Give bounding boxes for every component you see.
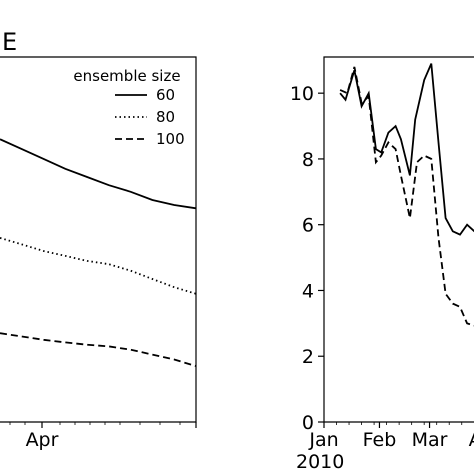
series-line-80 [0,237,197,295]
right-panel: 0 2 4 6 8 10 Jan Feb Mar Apr 2010 [290,56,474,473]
x-tick-label: Feb [363,429,397,451]
legend-label-100: 100 [156,130,185,148]
y-tick-label: 4 [302,280,314,302]
x-tick-label: Apr [26,429,59,451]
legend-label-60: 60 [156,86,175,104]
right-axes-frame [323,56,474,423]
x-tick-label: Mar [412,429,448,451]
panel-label: E [2,28,17,56]
y-tick-label: 10 [290,83,314,105]
y-tick-label: 6 [302,215,314,237]
legend-label-80: 80 [156,108,175,126]
y-tick-label: 2 [302,346,314,368]
series-line-60 [339,63,474,236]
y-tick-label: 8 [302,149,314,171]
x-tick-label: Jan [308,429,338,451]
series-line-60 [0,138,197,210]
left-axes-frame [0,56,197,423]
y-tick-label: 0 [302,412,314,434]
series-line-100 [0,332,197,367]
series-line-100 [339,66,474,327]
legend-title: ensemble size [73,67,180,85]
x-year-label: 2010 [296,451,344,473]
x-tick-label: Apr [469,429,474,451]
